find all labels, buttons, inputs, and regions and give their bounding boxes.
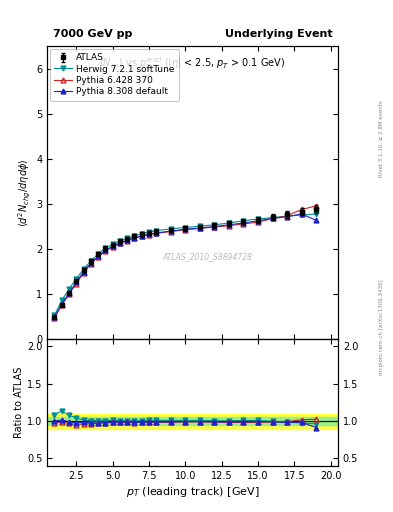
Pythia 8.308 default — [256, 218, 261, 224]
Pythia 6.428 370 — [285, 212, 290, 219]
Herwig 7.2.1 softTune — [52, 312, 57, 318]
Herwig 7.2.1 softTune — [241, 218, 246, 224]
Text: 7000 GeV pp: 7000 GeV pp — [53, 29, 132, 39]
Herwig 7.2.1 softTune — [88, 258, 93, 264]
Herwig 7.2.1 softTune — [212, 222, 217, 228]
Pythia 8.308 default — [110, 243, 115, 249]
Pythia 8.308 default — [96, 253, 101, 260]
Pythia 6.428 370 — [103, 248, 108, 254]
Herwig 7.2.1 softTune — [183, 224, 188, 230]
Herwig 7.2.1 softTune — [74, 276, 79, 282]
Line: Pythia 6.428 370: Pythia 6.428 370 — [52, 203, 319, 320]
Pythia 8.308 default — [125, 237, 130, 243]
Pythia 8.308 default — [67, 290, 72, 296]
Text: ATLAS_2010_S8894728: ATLAS_2010_S8894728 — [162, 252, 252, 261]
Herwig 7.2.1 softTune — [270, 215, 275, 221]
Herwig 7.2.1 softTune — [154, 227, 159, 233]
Pythia 8.308 default — [169, 228, 173, 234]
Legend: ATLAS, Herwig 7.2.1 softTune, Pythia 6.428 370, Pythia 8.308 default: ATLAS, Herwig 7.2.1 softTune, Pythia 6.4… — [50, 49, 179, 100]
Pythia 6.428 370 — [147, 231, 151, 238]
Pythia 8.308 default — [88, 260, 93, 266]
Pythia 8.308 default — [103, 247, 108, 253]
Pythia 6.428 370 — [74, 281, 79, 287]
Pythia 8.308 default — [299, 211, 304, 217]
Pythia 8.308 default — [147, 231, 151, 238]
Pythia 8.308 default — [227, 222, 231, 228]
Herwig 7.2.1 softTune — [67, 286, 72, 292]
Herwig 7.2.1 softTune — [169, 226, 173, 232]
Line: Herwig 7.2.1 softTune: Herwig 7.2.1 softTune — [52, 211, 319, 318]
Pythia 6.428 370 — [132, 235, 137, 241]
Pythia 6.428 370 — [227, 223, 231, 229]
Herwig 7.2.1 softTune — [227, 220, 231, 226]
Pythia 6.428 370 — [52, 314, 57, 321]
Pythia 6.428 370 — [81, 270, 86, 276]
Herwig 7.2.1 softTune — [59, 297, 64, 304]
Pythia 6.428 370 — [183, 227, 188, 233]
Herwig 7.2.1 softTune — [285, 213, 290, 219]
Pythia 8.308 default — [183, 226, 188, 232]
Pythia 6.428 370 — [169, 228, 173, 234]
Pythia 8.308 default — [154, 230, 159, 236]
Pythia 8.308 default — [270, 216, 275, 222]
Herwig 7.2.1 softTune — [314, 211, 319, 217]
Herwig 7.2.1 softTune — [96, 251, 101, 257]
Text: Rivet 3.1.10, ≥ 2.8M events: Rivet 3.1.10, ≥ 2.8M events — [379, 100, 384, 177]
Herwig 7.2.1 softTune — [299, 212, 304, 218]
Pythia 8.308 default — [52, 314, 57, 320]
Pythia 8.308 default — [81, 269, 86, 275]
Pythia 6.428 370 — [299, 206, 304, 212]
Pythia 8.308 default — [241, 220, 246, 226]
Pythia 6.428 370 — [314, 203, 319, 209]
Pythia 8.308 default — [74, 280, 79, 286]
Pythia 8.308 default — [314, 217, 319, 223]
Pythia 8.308 default — [132, 235, 137, 241]
Pythia 6.428 370 — [67, 291, 72, 297]
Pythia 8.308 default — [212, 224, 217, 230]
Pythia 6.428 370 — [212, 224, 217, 230]
Y-axis label: Ratio to ATLAS: Ratio to ATLAS — [14, 367, 24, 438]
Herwig 7.2.1 softTune — [81, 266, 86, 272]
Pythia 8.308 default — [198, 225, 202, 231]
Text: $\langle N_{ch}\rangle$ vs $p_T^{lead}$ ($|\eta|$ < 2.5, $p_T$ > 0.1 GeV): $\langle N_{ch}\rangle$ vs $p_T^{lead}$ … — [99, 55, 286, 72]
Pythia 8.308 default — [118, 240, 122, 246]
Bar — [47, 417, 338, 425]
Pythia 8.308 default — [140, 233, 144, 239]
Herwig 7.2.1 softTune — [110, 241, 115, 247]
Pythia 6.428 370 — [118, 240, 122, 246]
Pythia 6.428 370 — [198, 225, 202, 231]
Herwig 7.2.1 softTune — [132, 233, 137, 239]
Pythia 6.428 370 — [270, 216, 275, 222]
Herwig 7.2.1 softTune — [103, 245, 108, 251]
Herwig 7.2.1 softTune — [140, 231, 144, 237]
Bar — [47, 414, 338, 429]
Pythia 6.428 370 — [110, 244, 115, 250]
Herwig 7.2.1 softTune — [256, 216, 261, 222]
Y-axis label: $\langle d^2 N_{chg}/d\eta d\phi\rangle$: $\langle d^2 N_{chg}/d\eta d\phi\rangle$ — [17, 158, 33, 227]
Pythia 6.428 370 — [140, 233, 144, 239]
Herwig 7.2.1 softTune — [147, 229, 151, 235]
Text: Underlying Event: Underlying Event — [224, 29, 332, 39]
Herwig 7.2.1 softTune — [118, 238, 122, 244]
Herwig 7.2.1 softTune — [198, 223, 202, 229]
Pythia 6.428 370 — [154, 230, 159, 237]
Pythia 8.308 default — [285, 214, 290, 220]
X-axis label: $p_T$ (leading track) [GeV]: $p_T$ (leading track) [GeV] — [126, 485, 259, 499]
Line: Pythia 8.308 default: Pythia 8.308 default — [52, 211, 319, 319]
Pythia 8.308 default — [59, 302, 64, 308]
Text: mcplots.cern.ch [arXiv:1306.3436]: mcplots.cern.ch [arXiv:1306.3436] — [379, 280, 384, 375]
Pythia 6.428 370 — [125, 238, 130, 244]
Herwig 7.2.1 softTune — [125, 235, 130, 241]
Pythia 6.428 370 — [59, 302, 64, 308]
Pythia 6.428 370 — [256, 219, 261, 225]
Pythia 6.428 370 — [241, 221, 246, 227]
Pythia 6.428 370 — [88, 261, 93, 267]
Pythia 6.428 370 — [96, 253, 101, 260]
